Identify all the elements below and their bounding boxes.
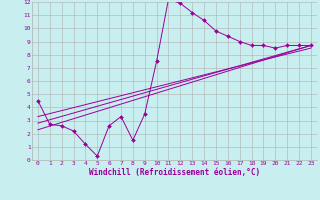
X-axis label: Windchill (Refroidissement éolien,°C): Windchill (Refroidissement éolien,°C) <box>89 168 260 177</box>
